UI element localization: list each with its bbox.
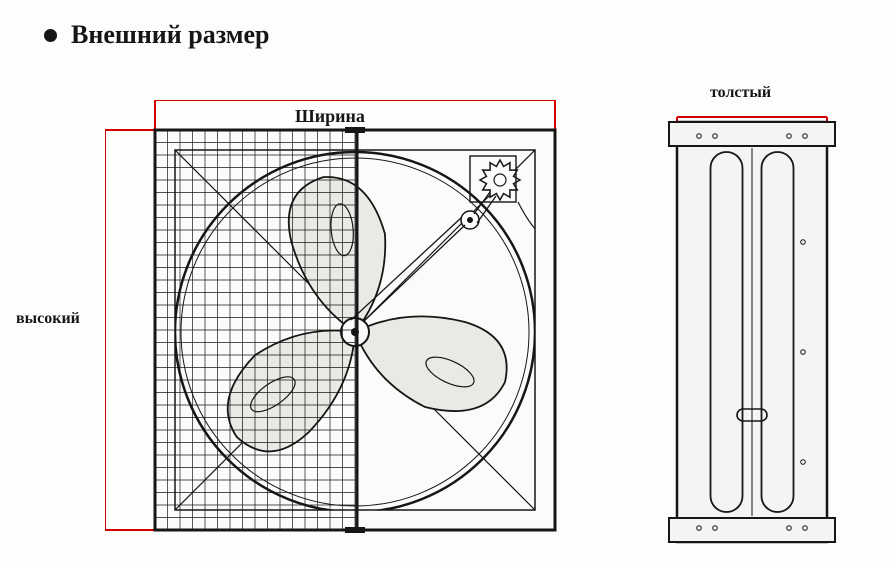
depth-label: толстый (710, 84, 771, 102)
side-view-diagram (650, 107, 850, 547)
front-view-diagram (105, 100, 575, 550)
title-row: Внешний размер (44, 20, 270, 50)
page-title: Внешний размер (71, 20, 270, 50)
height-label: высокий (16, 310, 80, 328)
bullet-icon (44, 29, 57, 42)
